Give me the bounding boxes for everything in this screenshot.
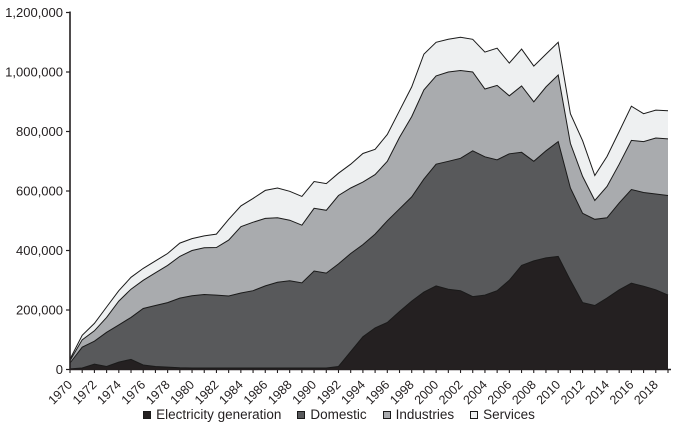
legend-item-electricity-generation: Electricity generation (143, 407, 281, 422)
series-outline-industries (69, 69, 669, 361)
legend-label: Industries (395, 407, 455, 422)
series-outline-electricity-generation (69, 255, 669, 370)
x-tick-label: 1994 (338, 378, 368, 405)
x-tick-label: 1974 (94, 378, 124, 405)
y-tick-label: 800,000 (16, 124, 63, 139)
legend-swatch-icon (382, 410, 391, 419)
area-series-industries (70, 70, 668, 363)
y-tick-label: 1,200,000 (5, 5, 63, 20)
legend-swatch-icon (297, 410, 306, 419)
legend-swatch-icon (143, 410, 152, 419)
x-tick-label: 1988 (265, 378, 295, 405)
y-tick-label: 0 (56, 362, 63, 377)
x-tick-label: 2014 (583, 378, 613, 405)
legend-item-services: Services (470, 407, 535, 422)
x-tick-label: 1972 (70, 378, 100, 405)
x-tick-label: 1990 (290, 378, 320, 405)
x-tick-label: 1978 (143, 378, 173, 405)
x-tick-label: 2002 (436, 378, 466, 405)
y-tick-label: 1,000,000 (5, 65, 63, 80)
y-tick-label: 400,000 (16, 243, 63, 258)
area-series-electricity-generation (70, 256, 668, 370)
area-series-domestic (70, 141, 668, 369)
x-tick-label: 2000 (412, 378, 442, 405)
legend-swatch-icon (470, 410, 479, 419)
x-tick-label: 1970 (46, 378, 76, 405)
series-outline-services (69, 36, 669, 360)
stacked-area-chart: 0 200,000 400,000 600,000 800,000 1,000,000 1,… (5, 5, 671, 407)
x-tick-label: 2012 (558, 378, 588, 405)
legend-item-domestic: Domestic (297, 407, 367, 422)
chart-legend: Electricity generation Domestic Industries… (0, 407, 678, 422)
x-tick-label: 2018 (631, 378, 661, 405)
legend-label: Electricity generation (156, 407, 282, 422)
x-tick-label: 2008 (509, 378, 539, 405)
legend-label: Domestic (310, 407, 367, 422)
x-tick-label: 1982 (192, 378, 222, 405)
x-tick-label: 2016 (607, 378, 637, 405)
series-outline-domestic (69, 140, 669, 364)
y-tick-label: 600,000 (16, 184, 63, 199)
x-tick-label: 1986 (241, 378, 271, 405)
x-tick-label: 1976 (119, 378, 149, 405)
x-tick-label: 2006 (485, 378, 515, 405)
x-tick-label: 2010 (534, 378, 564, 405)
x-tick-label: 1980 (168, 378, 198, 405)
legend-label: Services (483, 407, 535, 422)
x-tick-label: 2004 (460, 378, 490, 405)
x-tick-label: 1996 (363, 378, 393, 405)
x-tick-label: 1998 (387, 378, 417, 405)
x-tick-label: 1984 (216, 378, 246, 405)
legend-item-industries: Industries (382, 407, 455, 422)
y-tick-label: 200,000 (16, 303, 63, 318)
x-tick-label: 1992 (314, 378, 344, 405)
